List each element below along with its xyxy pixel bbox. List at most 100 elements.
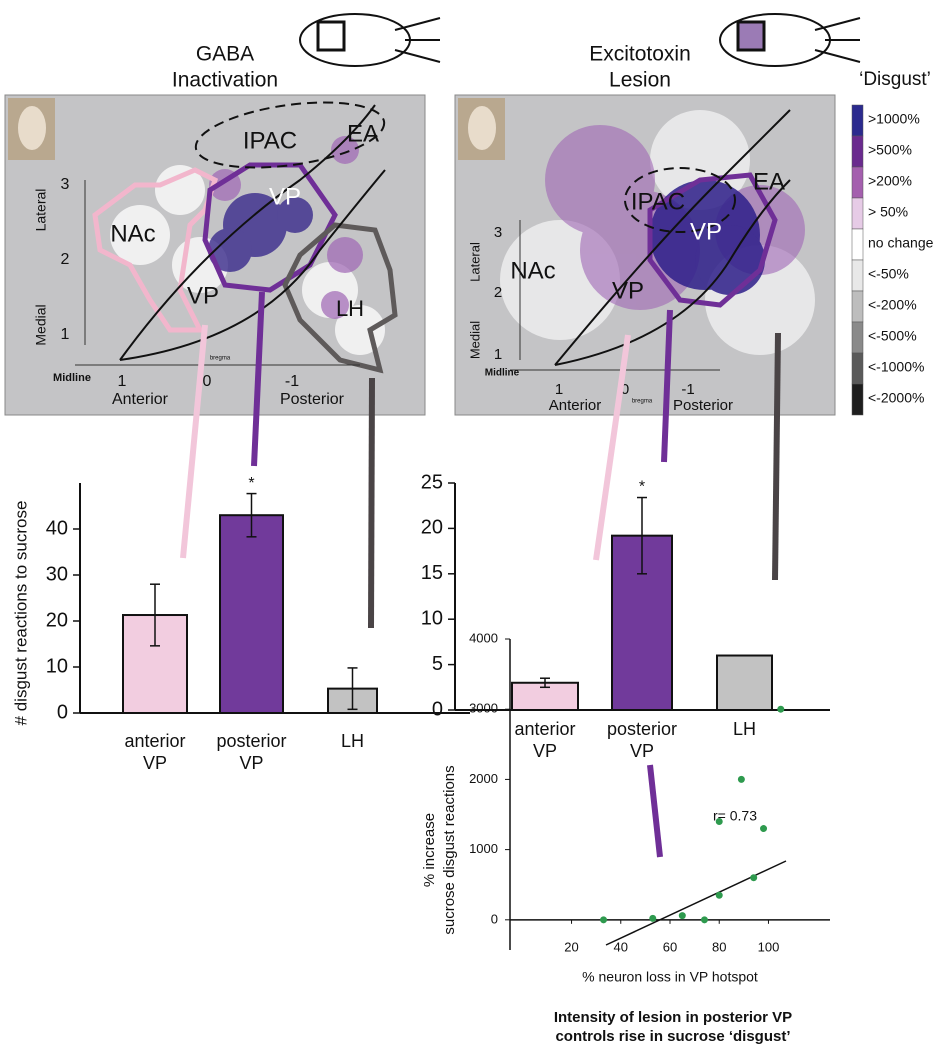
y-tick-label: 0 (491, 911, 498, 926)
legend-label: <-1000% (868, 359, 924, 375)
region-label: EA (753, 168, 785, 195)
caption: controls rise in sucrose ‘disgust’ (555, 1028, 790, 1045)
ap-tick: 1 (118, 373, 127, 390)
y-axis-label: sucrose disgust reactions (441, 765, 458, 934)
region-label: VP (187, 282, 219, 309)
x-tick-label: posterior VP (216, 731, 287, 773)
region-label: EA (347, 120, 379, 147)
legend-label: > 50% (868, 204, 908, 220)
x-tick-label-box: anterior VP (124, 731, 186, 773)
y-tick-label: 25 (421, 471, 443, 493)
axis-label: Posterior (280, 391, 345, 408)
y-tick-label: 2000 (469, 771, 498, 786)
region-label: LH (336, 296, 364, 321)
y-tick-label: 1000 (469, 841, 498, 856)
y-tick-label: 0 (57, 701, 68, 723)
axis-label: Anterior (112, 391, 169, 408)
legend-swatch (851, 228, 864, 261)
lateral-tick: 1 (61, 326, 70, 343)
legend-label: <-200% (868, 297, 917, 313)
map-title: Inactivation (172, 69, 278, 92)
axis-label: Midline (485, 368, 520, 379)
axis-label: Posterior (673, 397, 733, 414)
x-tick-label-box: anterior VP (514, 719, 576, 761)
x-tick-label-box: LH (340, 731, 364, 751)
y-tick-label: 10 (421, 607, 443, 629)
y-axis-label: # disgust reactions to sucrose (11, 501, 30, 726)
legend-swatch (851, 352, 864, 385)
lateral-tick: 3 (494, 224, 502, 241)
axis-label: Lateral (467, 242, 482, 282)
x-tick-label-box: posterior VP (216, 731, 287, 773)
significance-marker: * (639, 479, 645, 496)
point (649, 914, 657, 922)
ap-tick: 1 (555, 381, 563, 398)
region-label: IPAC (631, 188, 685, 215)
point (600, 916, 608, 924)
y-tick-label: 20 (46, 609, 68, 631)
legend-swatch (851, 166, 864, 199)
ap-tick: 0 (203, 373, 212, 390)
axis-label: Lateral (33, 189, 49, 232)
legend-label: >200% (868, 173, 912, 189)
axis-label: Anterior (549, 397, 602, 414)
y-tick-label: 40 (46, 517, 68, 539)
x-tick-label: LH (340, 731, 364, 751)
x-tick-label-box: posterior VP (606, 719, 678, 761)
x-tick-label: 20 (564, 939, 578, 954)
lateral-tick: 2 (494, 284, 502, 301)
y-axis-label: % increase (421, 813, 438, 887)
x-tick-label: anterior VP (124, 731, 186, 773)
ap-tick: 0 (621, 381, 629, 398)
legend-swatch (851, 104, 864, 137)
legend-label: <-500% (868, 328, 917, 344)
lateral-tick: 3 (61, 176, 70, 193)
ap-tick: -1 (285, 373, 299, 390)
x-tick-label-box: LH (732, 719, 756, 739)
legend-swatch (851, 135, 864, 168)
legend-swatch (851, 259, 864, 292)
axis-label: Medial (467, 321, 482, 359)
x-axis-label: % neuron loss in VP hotspot (582, 969, 758, 985)
point (777, 705, 785, 713)
axis-label: Midline (53, 372, 91, 384)
legend-title: ‘Disgust’ (859, 69, 931, 90)
point (678, 912, 686, 920)
y-tick-label: 15 (421, 562, 443, 584)
region-label: NAc (110, 220, 155, 247)
legend-swatch (851, 290, 864, 323)
legend-swatch (851, 321, 864, 354)
region-label: VP (612, 277, 644, 304)
point (737, 775, 745, 783)
map-title: Excitotoxin (589, 43, 691, 66)
ap-tick: -1 (681, 381, 694, 398)
point (715, 818, 723, 826)
axis-label: Medial (33, 304, 49, 345)
bar (219, 514, 284, 715)
y-tick-label: 20 (421, 517, 443, 539)
x-tick-label: posterior VP (606, 719, 678, 761)
map-left (4, 94, 426, 416)
bregma-label: bregma (632, 399, 653, 405)
legend-label: <-50% (868, 266, 909, 282)
y-tick-label: 3000 (469, 701, 498, 716)
x-tick-label: LH (732, 719, 756, 739)
map-title: Lesion (609, 69, 671, 92)
x-tick-label: 60 (663, 939, 677, 954)
x-tick-label: 80 (712, 939, 726, 954)
map-title: GABA (196, 43, 254, 66)
point (715, 891, 723, 899)
point (750, 874, 758, 882)
connectors (180, 291, 781, 858)
map-right-labels: IPAC EA VP NAc VP 3 2 1 Lateral Medial M… (467, 168, 785, 414)
brain-icon (299, 13, 861, 67)
legend-label: no change (868, 235, 934, 251)
annotation: r= 0.73 (713, 808, 757, 824)
legend-label: <-2000% (868, 390, 924, 406)
lateral-tick: 1 (494, 346, 502, 363)
region-label: VP (269, 183, 301, 210)
map-right (454, 94, 836, 416)
point (760, 825, 768, 833)
x-tick-label: anterior VP (514, 719, 576, 761)
